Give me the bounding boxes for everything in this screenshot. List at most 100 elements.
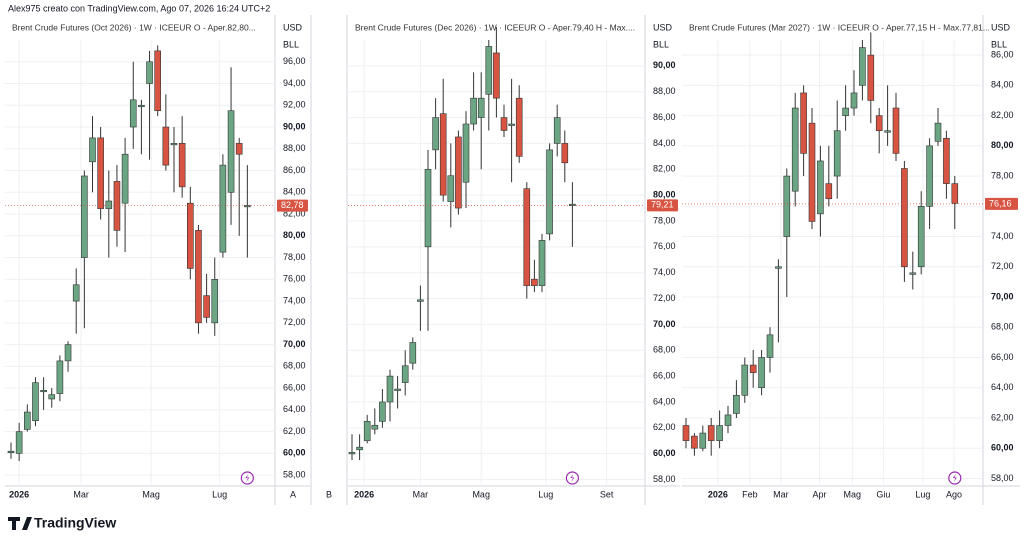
candle-body xyxy=(56,360,64,394)
candle-body xyxy=(48,394,56,400)
candle-body xyxy=(875,115,883,132)
y-tick-label: 62,00 xyxy=(283,426,306,436)
candle-body xyxy=(154,50,161,112)
y-tick-label: 62,00 xyxy=(653,422,676,432)
x-tick-label: Mag xyxy=(844,489,862,499)
candle-body xyxy=(867,54,875,101)
y-tick-label: 60,00 xyxy=(991,443,1014,453)
candle-body xyxy=(724,414,732,426)
y-tick-label: 86,00 xyxy=(991,49,1014,59)
candle-body xyxy=(356,446,363,451)
tv-logo xyxy=(8,517,32,530)
last-price-box xyxy=(985,197,1018,210)
candle-body xyxy=(417,299,424,302)
y-tick-label: 84,00 xyxy=(283,187,306,197)
candle-body xyxy=(40,389,47,393)
chart-panel: 58,00 60,00 62,00 64,00 66,00 68,00 70,00 72,00… xyxy=(682,15,1020,505)
y-tick-label: 58,00 xyxy=(653,474,676,484)
candle-body xyxy=(817,160,824,215)
candle-body xyxy=(219,164,227,253)
candle-body xyxy=(447,175,455,202)
x-tick-label: Mar xyxy=(73,489,89,499)
candle-body xyxy=(569,203,576,206)
candle-body xyxy=(926,145,933,207)
y-tick-label: 74,00 xyxy=(991,231,1014,241)
candle-body xyxy=(943,137,950,184)
candle-body xyxy=(775,266,782,269)
candle-body xyxy=(439,113,447,196)
y-tick-label: 64,00 xyxy=(653,396,676,406)
y-tick-label: 80,00 xyxy=(653,190,676,200)
candle-body xyxy=(162,126,170,166)
y-tick-label: 82,00 xyxy=(283,208,306,218)
x-tick-label: Mag xyxy=(472,489,490,499)
x-tick-label: Apr xyxy=(813,489,827,499)
y-tick-label: 74,00 xyxy=(653,267,676,277)
candle-body xyxy=(833,130,841,177)
y-tick-label: 70,00 xyxy=(653,319,676,329)
candle-body xyxy=(424,168,432,248)
unit: BLL xyxy=(283,39,299,49)
axis-button[interactable]: A xyxy=(290,489,296,499)
y-tick-label: 90,00 xyxy=(283,121,306,131)
y-tick-label: 80,00 xyxy=(283,230,306,240)
candle-body xyxy=(934,122,942,142)
candle-body xyxy=(178,143,186,188)
candle-body xyxy=(477,97,485,118)
candle-body xyxy=(401,365,409,383)
candle-body xyxy=(892,107,900,154)
y-tick-label: 64,00 xyxy=(991,382,1014,392)
y-tick-label: 84,00 xyxy=(653,138,676,148)
candle-body xyxy=(211,279,219,324)
candle-body xyxy=(531,278,538,286)
x-tick-label: Lug xyxy=(538,489,553,499)
y-tick-label: 84,00 xyxy=(991,80,1014,90)
candle-body xyxy=(850,92,858,109)
lightning-bolt xyxy=(570,474,575,482)
candle-body xyxy=(825,183,833,200)
y-tick-label: 86,00 xyxy=(283,165,306,175)
y-tick-label: 86,00 xyxy=(653,112,676,122)
chart-title: Brent Crude Futures (Oct 2026) · 1W · IC… xyxy=(12,22,256,32)
candle-body xyxy=(538,240,546,286)
candle-body xyxy=(485,46,493,95)
candle-body xyxy=(195,230,202,324)
currency: USD xyxy=(653,22,673,32)
y-tick-label: 70,00 xyxy=(283,339,306,349)
y-tick-label: 78,00 xyxy=(653,215,676,225)
candle-body xyxy=(363,421,371,442)
candle-body xyxy=(97,137,104,209)
candle-body xyxy=(733,394,740,414)
chart-title: Brent Crude Futures (Dec 2026) · 1W · IC… xyxy=(355,22,635,32)
candle-body xyxy=(348,452,356,455)
y-tick-label: 88,00 xyxy=(283,143,306,153)
candle-body xyxy=(515,97,523,157)
axis-button[interactable]: B xyxy=(326,489,332,499)
y-tick-label: 58,00 xyxy=(991,473,1014,483)
y-tick-label: 90,00 xyxy=(653,60,676,70)
chart-title: Brent Crude Futures (Mar 2027) · 1W · IC… xyxy=(689,22,990,32)
candle-body xyxy=(682,425,690,441)
y-tick-label: 60,00 xyxy=(283,448,306,458)
last-price-label: 82,78 xyxy=(281,200,304,210)
candle-body xyxy=(783,175,791,237)
candle-body xyxy=(791,107,799,192)
candle-body xyxy=(64,344,72,362)
y-tick-label: 66,00 xyxy=(991,352,1014,362)
y-tick-label: 78,00 xyxy=(991,170,1014,180)
currency: USD xyxy=(283,22,303,32)
y-tick-label: 72,00 xyxy=(283,317,306,327)
last-price-box xyxy=(277,199,308,212)
candle-body xyxy=(699,432,707,449)
candle-body xyxy=(15,431,23,454)
x-tick-label: Set xyxy=(600,489,614,499)
x-tick-label: Ago xyxy=(946,489,962,499)
candle-body xyxy=(462,123,470,183)
y-tick-label: 82,00 xyxy=(991,110,1014,120)
candle-body xyxy=(227,110,235,193)
candle-body xyxy=(500,117,508,131)
candle-body xyxy=(244,205,251,208)
y-tick-label: 76,00 xyxy=(283,274,306,284)
currency: USD xyxy=(991,22,1011,32)
candle-body xyxy=(909,272,917,275)
